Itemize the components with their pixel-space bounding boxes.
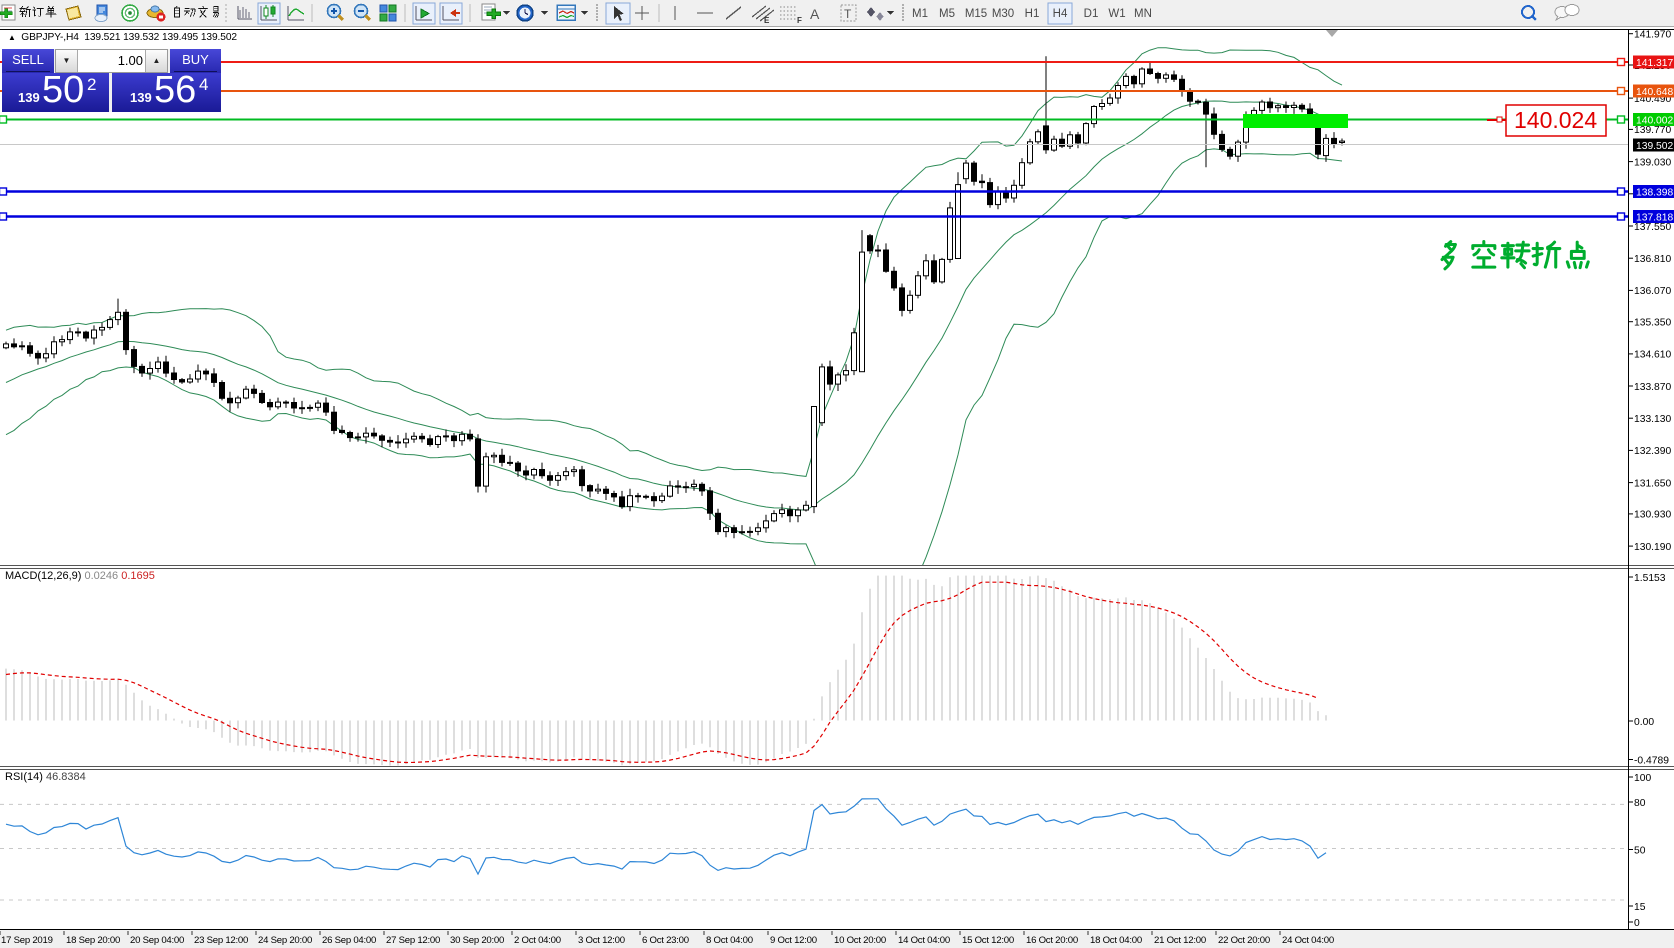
svg-text:24 Oct 04:00: 24 Oct 04:00 <box>1282 935 1334 946</box>
svg-text:140.002: 140.002 <box>1636 115 1673 126</box>
svg-text:W1: W1 <box>1108 8 1125 20</box>
svg-text:T: T <box>844 7 852 21</box>
svg-text:137.818: 137.818 <box>1636 212 1673 223</box>
svg-text:139.502: 139.502 <box>1636 141 1673 152</box>
svg-text:133.130: 133.130 <box>1634 414 1671 425</box>
svg-text:2 Oct 04:00: 2 Oct 04:00 <box>514 935 561 946</box>
svg-text:-0.4789: -0.4789 <box>1634 755 1669 766</box>
svg-text:10 Oct 20:00: 10 Oct 20:00 <box>834 935 886 946</box>
svg-text:135.350: 135.350 <box>1634 318 1671 329</box>
svg-text:131.650: 131.650 <box>1634 478 1671 489</box>
svg-text:80: 80 <box>1634 798 1646 809</box>
svg-text:21 Oct 12:00: 21 Oct 12:00 <box>1154 935 1206 946</box>
svg-text:130.930: 130.930 <box>1634 510 1671 521</box>
svg-text:137.550: 137.550 <box>1634 222 1671 233</box>
svg-text:M5: M5 <box>939 8 955 20</box>
svg-text:138.398: 138.398 <box>1636 187 1673 198</box>
svg-text:132.390: 132.390 <box>1634 446 1671 457</box>
svg-text:24 Sep 20:00: 24 Sep 20:00 <box>258 935 312 946</box>
svg-text:140.490: 140.490 <box>1634 94 1671 105</box>
svg-text:140.024: 140.024 <box>1514 107 1597 133</box>
svg-text:D1: D1 <box>1084 8 1099 20</box>
svg-text:136.810: 136.810 <box>1634 254 1671 265</box>
svg-text:E: E <box>764 16 770 25</box>
svg-text:8 Oct 04:00: 8 Oct 04:00 <box>706 935 753 946</box>
svg-text:H1: H1 <box>1025 8 1040 20</box>
svg-text:141.970: 141.970 <box>1634 30 1671 41</box>
svg-text:130.190: 130.190 <box>1634 542 1671 553</box>
svg-text:M1: M1 <box>912 8 928 20</box>
svg-text:14 Oct 04:00: 14 Oct 04:00 <box>898 935 950 946</box>
svg-text:141.317: 141.317 <box>1636 58 1673 69</box>
svg-text:15: 15 <box>1634 902 1646 913</box>
svg-text:18 Oct 04:00: 18 Oct 04:00 <box>1090 935 1142 946</box>
svg-text:139.030: 139.030 <box>1634 157 1671 168</box>
svg-text:M15: M15 <box>965 8 987 20</box>
svg-text:100: 100 <box>1634 773 1651 784</box>
svg-text:23 Sep 12:00: 23 Sep 12:00 <box>194 935 248 946</box>
svg-text:MN: MN <box>1134 8 1152 20</box>
svg-text:27 Sep 12:00: 27 Sep 12:00 <box>386 935 440 946</box>
svg-text:133.870: 133.870 <box>1634 382 1671 393</box>
svg-text:26 Sep 04:00: 26 Sep 04:00 <box>322 935 376 946</box>
svg-text:20 Sep 04:00: 20 Sep 04:00 <box>130 935 184 946</box>
svg-text:H4: H4 <box>1053 8 1068 20</box>
svg-text:M30: M30 <box>992 8 1014 20</box>
svg-text:30 Sep 20:00: 30 Sep 20:00 <box>450 935 504 946</box>
svg-text:9 Oct 12:00: 9 Oct 12:00 <box>770 935 817 946</box>
svg-text:1.5153: 1.5153 <box>1634 573 1666 584</box>
svg-text:17 Sep 2019: 17 Sep 2019 <box>1 935 53 946</box>
svg-text:6 Oct 23:00: 6 Oct 23:00 <box>642 935 689 946</box>
svg-text:15 Oct 12:00: 15 Oct 12:00 <box>962 935 1014 946</box>
svg-text:139.770: 139.770 <box>1634 125 1671 136</box>
svg-text:F: F <box>797 16 802 25</box>
svg-text:0: 0 <box>1634 918 1640 929</box>
svg-text:134.610: 134.610 <box>1634 350 1671 361</box>
svg-text:18 Sep 20:00: 18 Sep 20:00 <box>66 935 120 946</box>
svg-text:136.070: 136.070 <box>1634 286 1671 297</box>
svg-text:16 Oct 20:00: 16 Oct 20:00 <box>1026 935 1078 946</box>
svg-text:3 Oct 12:00: 3 Oct 12:00 <box>578 935 625 946</box>
svg-text:140.648: 140.648 <box>1636 87 1673 98</box>
svg-text:50: 50 <box>1634 845 1646 856</box>
svg-text:0.00: 0.00 <box>1634 717 1654 728</box>
svg-text:A: A <box>810 6 820 22</box>
svg-text:22 Oct 20:00: 22 Oct 20:00 <box>1218 935 1270 946</box>
